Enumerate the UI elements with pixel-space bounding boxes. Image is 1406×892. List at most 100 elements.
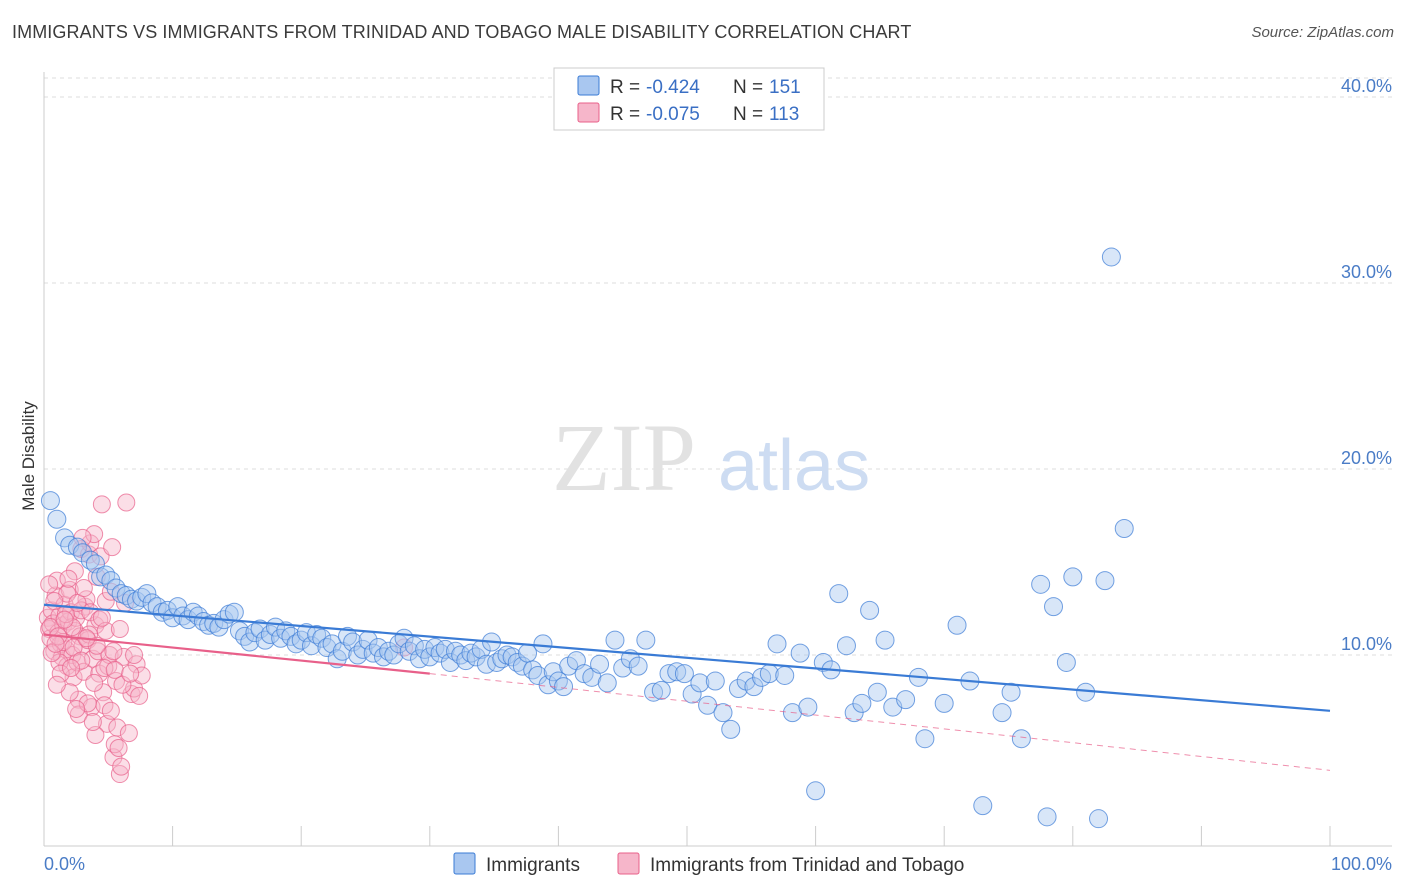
immigrants-point <box>379 641 399 661</box>
immigrants-point <box>518 643 538 663</box>
x-ticks <box>43 826 1331 846</box>
stats-r-label-immigrants: R = <box>610 77 640 98</box>
immigrants-point <box>934 693 954 713</box>
watermark-atlas: atlas <box>718 426 870 506</box>
immigrants-point <box>992 703 1012 723</box>
trinidad-point <box>74 579 93 598</box>
series-immigrants-points <box>40 247 1134 829</box>
stats-n-value-trinidad: 113 <box>769 104 799 125</box>
immigrants-point <box>860 600 880 620</box>
trinidad-point <box>117 493 136 512</box>
immigrants-point <box>813 652 833 672</box>
trinidad-point <box>78 694 97 713</box>
immigrants-point <box>137 584 157 604</box>
trinidad-point <box>51 664 70 683</box>
y-tick-label: 20.0% <box>1341 448 1392 468</box>
immigrants-point <box>245 623 265 643</box>
immigrants-point <box>523 660 543 680</box>
trinidad-point <box>85 525 104 544</box>
immigrants-point <box>790 643 810 663</box>
stats-legend-swatch-immigrants <box>577 75 600 96</box>
legend-label-trinidad: Immigrants from Trinidad and Tobago <box>650 855 964 876</box>
series-legend: Immigrants Immigrants from Trinidad and … <box>453 852 964 876</box>
immigrants-point <box>1063 567 1083 587</box>
trinidad-point <box>55 610 74 629</box>
immigrants-point <box>1114 519 1134 539</box>
legend-swatch-immigrants <box>453 852 476 875</box>
trinidad-point <box>42 644 61 663</box>
source-credit: Source: ZipAtlas.com <box>1251 24 1394 41</box>
immigrants-point <box>116 585 136 605</box>
immigrants-point <box>301 636 321 656</box>
immigrants-point <box>1037 807 1057 827</box>
immigrants-point <box>147 597 167 617</box>
immigrants-point <box>399 641 419 661</box>
immigrants-point <box>651 680 671 700</box>
immigrants-point <box>322 634 342 654</box>
immigrants-point <box>80 550 100 570</box>
trinidad-point <box>112 757 131 776</box>
trinidad-point <box>47 675 66 694</box>
immigrants-point <box>915 729 935 749</box>
immigrants-point <box>384 645 404 665</box>
immigrants-point <box>363 643 383 663</box>
trinidad-point <box>104 642 123 661</box>
immigrants-point <box>698 695 718 715</box>
trend-line-trinidad <box>43 633 430 675</box>
trinidad-point <box>119 724 138 743</box>
trinidad-point <box>125 646 144 664</box>
immigrants-point <box>240 632 260 652</box>
trinidad-point <box>89 642 108 661</box>
immigrants-point <box>628 656 648 676</box>
legend-swatch-trinidad <box>617 852 640 875</box>
immigrants-point <box>67 537 87 557</box>
trinidad-point <box>65 562 84 581</box>
stats-r-value-trinidad: -0.075 <box>646 104 700 125</box>
immigrants-point <box>40 491 60 511</box>
watermark: ZIP atlas <box>552 404 870 511</box>
x-tick-label-max: 100.0% <box>1331 854 1392 874</box>
trinidad-point <box>109 739 128 757</box>
immigrants-point <box>312 628 332 648</box>
immigrants-point <box>659 664 679 684</box>
immigrants-point <box>798 697 818 717</box>
trinidad-point <box>85 673 104 692</box>
trinidad-point <box>110 765 129 784</box>
trinidad-point <box>121 664 140 683</box>
trinidad-point <box>103 538 122 557</box>
immigrants-point <box>597 673 617 693</box>
trinidad-point <box>108 718 127 737</box>
immigrants-point <box>705 671 725 691</box>
immigrants-point <box>690 673 710 693</box>
immigrants-point <box>605 630 625 650</box>
immigrants-point <box>1001 682 1021 702</box>
stats-n-label-trinidad: N = <box>733 104 763 125</box>
immigrants-point <box>554 677 574 697</box>
immigrants-point <box>461 643 481 663</box>
immigrants-point <box>132 587 152 607</box>
trinidad-point <box>40 575 59 594</box>
immigrants-point <box>775 665 795 685</box>
immigrants-point <box>348 645 368 665</box>
trinidad-point <box>63 618 82 637</box>
immigrants-point <box>337 626 357 646</box>
trend-line-immigrants <box>43 603 1331 712</box>
immigrants-point <box>1056 652 1076 672</box>
grid-lines <box>44 77 1392 656</box>
trinidad-point <box>46 634 65 653</box>
trinidad-point <box>90 664 109 683</box>
immigrants-point <box>73 543 93 563</box>
trinidad-point <box>92 608 111 627</box>
immigrants-point <box>836 636 856 656</box>
immigrants-point <box>1031 574 1051 594</box>
trinidad-point <box>90 610 109 629</box>
y-tick-labels: 10.0% 20.0% 30.0% 40.0% <box>1341 76 1392 654</box>
immigrants-point <box>674 664 694 684</box>
trinidad-point <box>104 748 123 767</box>
immigrants-point <box>47 509 67 529</box>
stats-r-label-trinidad: R = <box>610 104 640 125</box>
immigrants-point <box>667 662 687 682</box>
y-tick-label: 40.0% <box>1341 76 1392 96</box>
stats-legend-swatch-trinidad <box>577 102 600 123</box>
stats-n-value-immigrants: 151 <box>769 77 801 98</box>
